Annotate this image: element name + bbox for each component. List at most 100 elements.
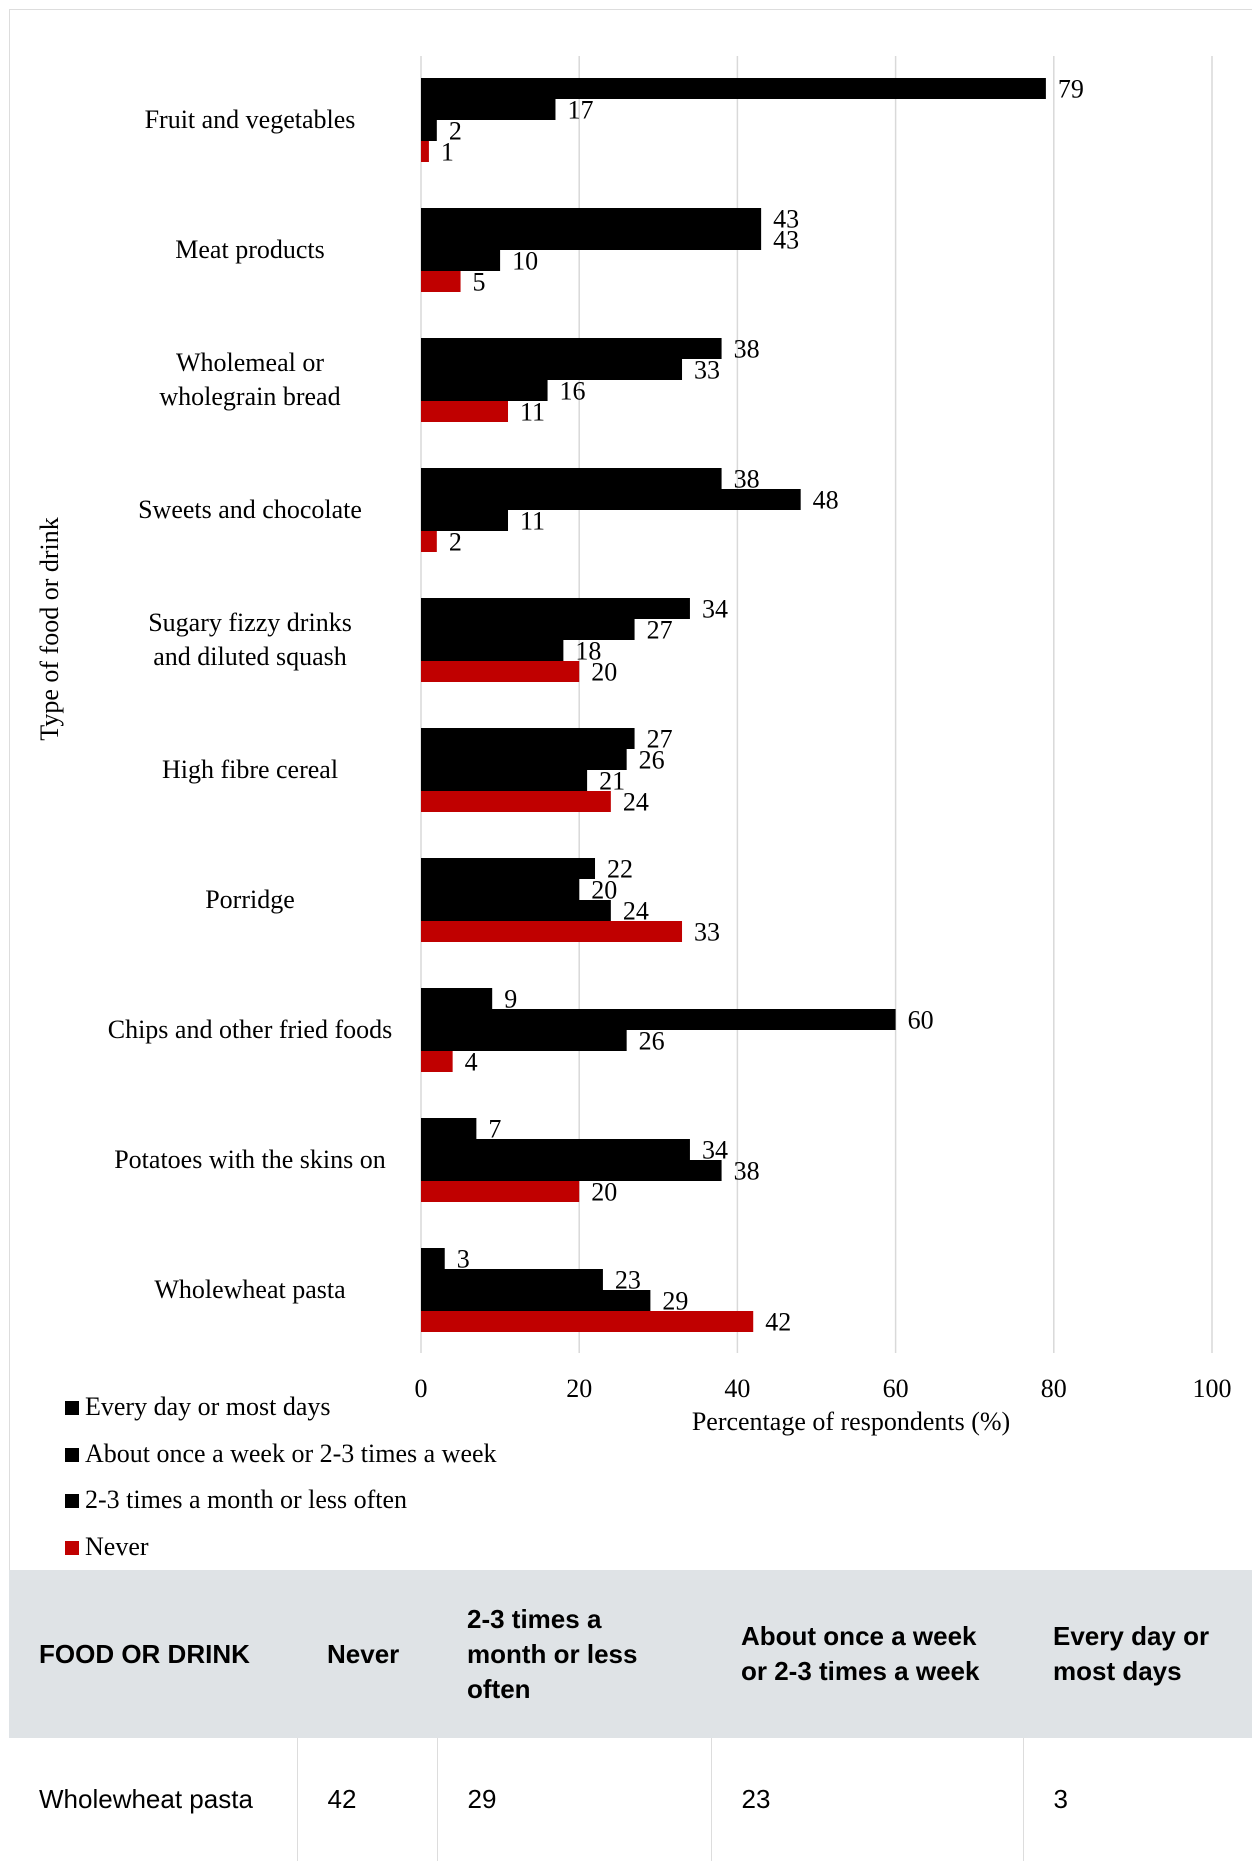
- bar: [421, 1290, 651, 1311]
- x-tick-label: 80: [1041, 1374, 1067, 1403]
- data-label: 20: [591, 657, 617, 686]
- data-label: 10: [512, 246, 538, 275]
- column-header: About once a week or 2-3 times a week: [711, 1570, 1023, 1738]
- legend-swatch: [65, 1447, 79, 1462]
- x-axis-title: Percentage of respondents (%): [692, 1407, 1010, 1436]
- bar: [421, 1009, 896, 1030]
- legend-label: Every day or most days: [85, 1392, 331, 1421]
- bar: [421, 99, 556, 120]
- data-label: 11: [520, 506, 545, 535]
- bar: [421, 1248, 445, 1269]
- bar: [421, 988, 493, 1009]
- data-label: 43: [773, 225, 799, 254]
- data-label: 5: [473, 267, 486, 296]
- data-table: FOOD OR DRINK Never 2-3 times a month or l…: [9, 1570, 1252, 1861]
- legend-label: Never: [85, 1531, 149, 1561]
- bar: [421, 598, 690, 619]
- bar: [421, 380, 548, 401]
- bar: [421, 401, 509, 422]
- data-label: 38: [734, 1156, 760, 1185]
- bar: [421, 1181, 580, 1202]
- data-label: 33: [694, 917, 720, 946]
- data-label: 48: [813, 485, 839, 514]
- category-label: Wholemeal or wholegrain bread: [159, 348, 341, 411]
- data-label: 9: [504, 984, 517, 1013]
- data-label: 43: [773, 204, 799, 233]
- legend-item: 2-3 times a month or less often: [65, 1485, 407, 1515]
- data-label: 2: [449, 527, 462, 556]
- bar: [421, 640, 564, 661]
- bar: [421, 1311, 754, 1332]
- table-cell: 42: [297, 1738, 438, 1861]
- data-label: 38: [734, 464, 760, 493]
- bar: [421, 1118, 477, 1139]
- table-body: Wholewheat pasta 42 29 23 3: [9, 1738, 1252, 1861]
- column-header: Every day or most days: [1023, 1570, 1252, 1738]
- data-label: 3: [457, 1244, 470, 1273]
- x-tick-label: 40: [724, 1374, 750, 1403]
- bar: [421, 619, 635, 640]
- data-label: 26: [639, 1026, 665, 1055]
- bar: [421, 749, 627, 770]
- category-label: Fruit and vegetables: [144, 105, 356, 134]
- legend-swatch: [65, 1540, 79, 1555]
- bar: [421, 141, 429, 162]
- data-label: 4: [465, 1047, 478, 1076]
- data-label: 42: [765, 1307, 791, 1336]
- category-label: Wholewheat pasta: [154, 1275, 346, 1304]
- column-header: 2-3 times a month or less often: [437, 1570, 711, 1738]
- bar: [421, 1139, 690, 1160]
- data-label: 24: [623, 896, 649, 925]
- bar: [421, 229, 762, 250]
- data-label: 20: [591, 875, 617, 904]
- x-tick-label: 60: [883, 1374, 909, 1403]
- bar: [421, 1160, 722, 1181]
- chart-frame: [9, 9, 1252, 1570]
- data-label: 60: [908, 1005, 934, 1034]
- legend-swatch: [65, 1494, 79, 1508]
- data-label: 22: [607, 854, 633, 883]
- data-label: 33: [694, 355, 720, 384]
- chart: 0 20 40 60 80 100 Percentage of respondents (%…: [415, 56, 1232, 1436]
- bar: [421, 791, 611, 812]
- column-header: FOOD OR DRINK: [9, 1570, 297, 1738]
- table-cell: 23: [711, 1738, 1024, 1861]
- table-cell: 3: [1053, 1784, 1068, 1814]
- data-label: 34: [702, 1135, 728, 1164]
- bar: [421, 271, 461, 292]
- bar: [421, 338, 722, 359]
- bar: [421, 468, 722, 489]
- bar: [421, 78, 1046, 99]
- x-tick-label: 20: [566, 1374, 592, 1403]
- data-label: 24: [623, 787, 649, 816]
- bar: [421, 1051, 453, 1072]
- category-label: Chips and other fried foods: [107, 1015, 393, 1044]
- data-label: 1: [441, 137, 454, 166]
- table-cell: Wholewheat pasta: [9, 1738, 298, 1861]
- category-label: High fibre cereal: [161, 755, 339, 784]
- x-tick-label: 0: [415, 1374, 428, 1403]
- data-label: 17: [567, 95, 593, 124]
- bar: [421, 359, 683, 380]
- data-label: 27: [647, 724, 673, 753]
- legend-item: Every day or most days: [65, 1392, 331, 1422]
- data-label: 79: [1058, 74, 1084, 103]
- category-label: Sugary fizzy drinks and diluted squash: [148, 608, 352, 671]
- bar: [421, 250, 501, 271]
- data-label: 20: [591, 1177, 617, 1206]
- data-label: 29: [662, 1286, 688, 1315]
- table-row: Wholewheat pasta 42 29 23 3: [9, 1738, 1252, 1861]
- data-label: 34: [702, 594, 728, 623]
- legend-item: About once a week or 2-3 times a week: [65, 1439, 497, 1469]
- category-label: Sweets and chocolate: [138, 495, 362, 524]
- x-tick-label: 100: [1193, 1374, 1232, 1403]
- bar: [421, 1030, 627, 1051]
- table-header: FOOD OR DRINK Never 2-3 times a month or l…: [9, 1570, 1252, 1738]
- bar: [421, 921, 683, 942]
- data-label: 27: [647, 615, 673, 644]
- legend-item: Never: [65, 1532, 149, 1562]
- bar: [421, 1269, 603, 1290]
- data-label: 23: [615, 1265, 641, 1294]
- data-label: 18: [575, 636, 601, 665]
